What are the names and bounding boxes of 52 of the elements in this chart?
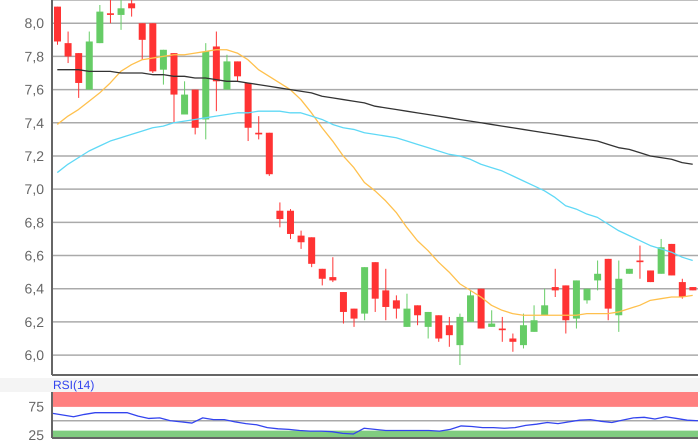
- candlestick: [298, 230, 305, 250]
- candlestick: [286, 208, 294, 240]
- y-tick-label: 6,2: [24, 314, 44, 330]
- candlestick: [636, 245, 644, 280]
- candlestick: [488, 310, 496, 328]
- candlestick: [509, 333, 516, 352]
- candlestick: [329, 256, 336, 283]
- y-tick-label: 25: [28, 427, 44, 441]
- candlestick: [530, 304, 538, 332]
- y-tick-label: 6,6: [24, 248, 44, 264]
- candlestick: [498, 316, 506, 342]
- candlestick: [64, 31, 72, 64]
- candlestick: [181, 80, 188, 115]
- candlestick: [435, 314, 442, 342]
- y-tick-label: 6,4: [24, 280, 44, 297]
- candlestick: [350, 308, 358, 328]
- candlestick: [584, 288, 591, 304]
- candlestick: [552, 268, 559, 298]
- y-tick-label: 75: [28, 398, 44, 414]
- candlestick: [106, 0, 114, 24]
- candlestick: [234, 60, 242, 82]
- candlestick: [128, 0, 136, 18]
- candlestick: [424, 311, 432, 339]
- y-tick-label: 7,4: [24, 114, 44, 131]
- candlestick: [382, 268, 390, 321]
- candlestick: [678, 278, 686, 300]
- candlestick: [446, 316, 453, 348]
- y-tick-label: 7,2: [24, 148, 44, 164]
- chart-title: RSI(14): [53, 378, 96, 392]
- y-tick-label: 6,8: [24, 214, 44, 230]
- candlestick: [403, 293, 410, 328]
- line-series: [56, 110, 694, 262]
- candlestick: [594, 260, 602, 291]
- candlestick: [160, 49, 167, 86]
- y-tick-label: 7,0: [24, 181, 44, 198]
- line-series: [56, 49, 694, 316]
- candlestick: [276, 202, 284, 228]
- candlestick: [118, 0, 125, 30]
- candlestick: [340, 292, 347, 324]
- candlestick: [541, 288, 548, 316]
- candlestick: [138, 22, 146, 60]
- line-series: [56, 69, 694, 165]
- candlestick: [318, 268, 326, 286]
- y-tick-label: 8,0: [24, 15, 44, 32]
- line-series: [51, 412, 699, 435]
- y-tick-label: 7,6: [24, 82, 44, 98]
- y-tick-label: 7,8: [24, 48, 44, 64]
- candlestick: [520, 313, 527, 349]
- y-tick-label: 6,0: [24, 347, 44, 364]
- candlestick: [414, 304, 422, 326]
- candlestick: [255, 116, 262, 140]
- candlestick: [392, 294, 400, 320]
